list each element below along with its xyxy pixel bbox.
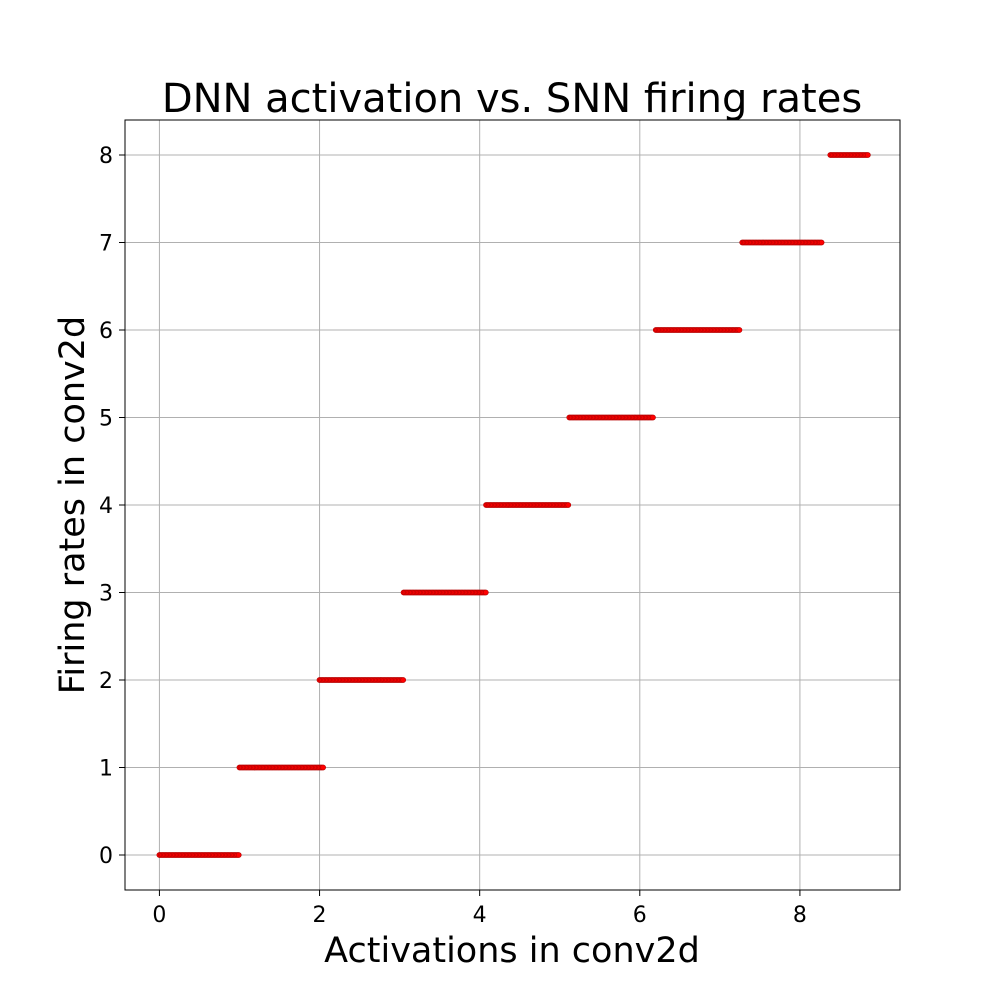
y-tick-label: 1 (99, 757, 113, 782)
y-tick-label: 8 (99, 144, 113, 169)
data-point (650, 414, 656, 421)
y-tick-label: 7 (99, 232, 113, 257)
x-tick-label: 4 (473, 903, 487, 928)
data-point (736, 327, 743, 333)
data-point (818, 239, 825, 246)
data-points (156, 152, 871, 858)
y-tick-label: 5 (99, 407, 113, 432)
data-point (864, 152, 871, 158)
chart-title: DNN activation vs. SNN firing rates (162, 76, 862, 122)
y-tick-label: 6 (99, 319, 113, 344)
y-tick-label: 4 (99, 494, 113, 519)
data-point (565, 502, 572, 508)
data-point (400, 677, 407, 683)
data-point (235, 852, 242, 858)
y-axis-label: Firing rates in conv2d (53, 316, 93, 694)
x-tick-label: 0 (152, 903, 166, 928)
x-tick-label: 8 (793, 903, 807, 928)
axis-ticks: 0 2 4 6 8 0 1 2 3 4 5 6 7 8 (99, 144, 807, 928)
y-tick-label: 2 (99, 669, 113, 694)
x-tick-label: 6 (633, 903, 647, 928)
y-tick-label: 0 (99, 844, 113, 869)
x-axis-label: Activations in conv2d (324, 931, 700, 971)
x-tick-label: 2 (313, 903, 327, 928)
data-point (482, 589, 489, 596)
y-tick-label: 3 (99, 582, 113, 607)
data-point (320, 764, 326, 771)
